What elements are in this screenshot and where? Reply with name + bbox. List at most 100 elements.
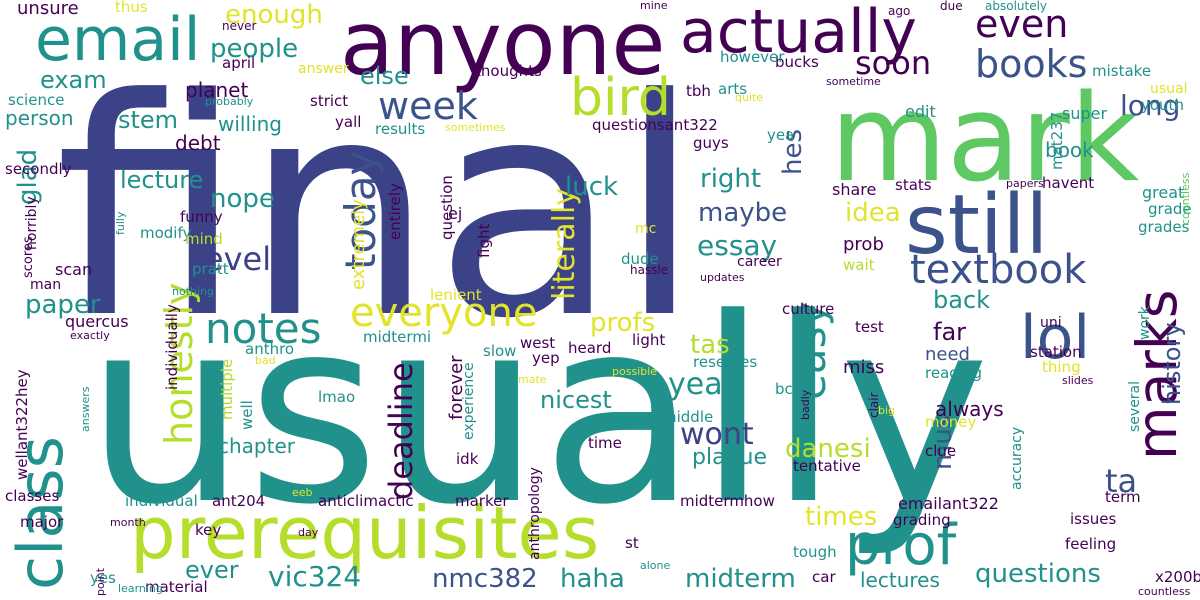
cloud-word: wait bbox=[843, 256, 875, 274]
cloud-word: lecture bbox=[120, 166, 204, 194]
cloud-word: clair bbox=[867, 392, 881, 418]
cloud-word: questions bbox=[975, 559, 1101, 589]
cloud-word: level bbox=[195, 240, 272, 278]
cloud-word: super bbox=[1062, 104, 1108, 123]
cloud-word: prob bbox=[843, 234, 884, 255]
cloud-word: idea bbox=[845, 198, 901, 228]
cloud-word: papers bbox=[1006, 177, 1044, 190]
cloud-word: never bbox=[222, 19, 257, 33]
cloud-word: station bbox=[1030, 343, 1082, 361]
cloud-word: time bbox=[588, 434, 622, 452]
cloud-word: danesi bbox=[785, 434, 871, 464]
cloud-word: haha bbox=[560, 564, 625, 594]
cloud-word: miss bbox=[843, 357, 885, 378]
cloud-word: prof bbox=[845, 513, 957, 578]
cloud-word: lmao bbox=[318, 388, 356, 406]
cloud-word: sometimes bbox=[445, 121, 506, 134]
cloud-word: yes bbox=[90, 569, 116, 587]
cloud-word: bucks bbox=[775, 53, 819, 71]
cloud-word: probably bbox=[205, 95, 254, 108]
cloud-word: else bbox=[360, 62, 409, 90]
cloud-word: issues bbox=[1070, 510, 1117, 528]
cloud-word: anthropology bbox=[527, 467, 543, 560]
cloud-word: mind bbox=[185, 230, 223, 248]
cloud-word: luck bbox=[565, 172, 619, 202]
cloud-word: multiple bbox=[218, 358, 236, 420]
cloud-word: slides bbox=[1062, 374, 1094, 387]
cloud-word: exactly bbox=[70, 329, 110, 342]
cloud-word: marker bbox=[455, 492, 509, 510]
cloud-word: point bbox=[94, 567, 107, 596]
cloud-word: answer bbox=[298, 61, 349, 77]
cloud-word: tbh bbox=[686, 82, 711, 100]
cloud-word: enough bbox=[225, 0, 323, 30]
cloud-word: heard bbox=[568, 339, 612, 357]
cloud-word: test bbox=[855, 318, 884, 336]
cloud-word: term bbox=[1105, 488, 1141, 506]
cloud-word: plague bbox=[692, 445, 768, 470]
cloud-word: countless bbox=[1138, 585, 1191, 598]
cloud-word: usually bbox=[85, 264, 990, 561]
cloud-word: middle bbox=[662, 408, 714, 426]
cloud-word: midterm bbox=[685, 564, 796, 594]
cloud-word: nmc382 bbox=[432, 564, 538, 594]
cloud-word: strict bbox=[310, 92, 349, 110]
cloud-word: always bbox=[935, 397, 1004, 421]
cloud-word: yep bbox=[532, 349, 560, 367]
cloud-word: uni bbox=[1040, 315, 1062, 331]
cloud-word: car bbox=[812, 568, 836, 586]
cloud-word: right bbox=[700, 164, 762, 194]
cloud-word: fight bbox=[475, 223, 493, 258]
cloud-word: vic324 bbox=[268, 560, 362, 593]
cloud-word: debt bbox=[175, 131, 221, 155]
cloud-word: reserves bbox=[693, 353, 758, 371]
cloud-word: culture bbox=[782, 300, 835, 318]
cloud-word: man bbox=[30, 277, 62, 293]
cloud-word: actually bbox=[680, 0, 917, 67]
cloud-word: funny bbox=[180, 208, 223, 226]
cloud-word: several bbox=[1127, 380, 1143, 432]
cloud-word: reading bbox=[925, 364, 982, 382]
cloud-word: secondly bbox=[5, 160, 72, 178]
cloud-word: share bbox=[832, 180, 877, 199]
cloud-word: key bbox=[195, 521, 222, 539]
cloud-word: stats bbox=[895, 176, 932, 194]
cloud-word: stem bbox=[118, 106, 179, 134]
cloud-word: lenient bbox=[430, 286, 482, 304]
cloud-word: mc bbox=[635, 221, 657, 237]
cloud-word: profs bbox=[590, 308, 656, 338]
cloud-word: entirely bbox=[386, 183, 404, 240]
cloud-word: learning bbox=[118, 582, 163, 595]
cloud-word: final bbox=[55, 35, 702, 384]
cloud-word: person bbox=[5, 106, 74, 130]
cloud-word: email bbox=[35, 5, 201, 75]
cloud-word: chapter bbox=[218, 434, 295, 458]
cloud-word: west bbox=[520, 334, 556, 352]
cloud-word: nicest bbox=[540, 386, 612, 414]
cloud-word: midtermhow bbox=[680, 492, 775, 510]
cloud-word: nothing bbox=[172, 285, 214, 298]
cloud-word: work bbox=[1137, 306, 1153, 340]
cloud-word: dude bbox=[621, 250, 659, 268]
cloud-word: grading bbox=[893, 511, 951, 529]
cloud-word: still bbox=[905, 178, 1049, 273]
cloud-word: wont bbox=[680, 417, 754, 452]
cloud-word: major bbox=[20, 513, 64, 531]
cloud-word: people bbox=[210, 34, 299, 64]
cloud-word: everyone bbox=[350, 290, 538, 336]
cloud-word: guys bbox=[693, 134, 729, 152]
cloud-word: tough bbox=[793, 543, 837, 561]
cloud-word: lectures bbox=[860, 568, 940, 592]
cloud-word: notes bbox=[205, 304, 322, 353]
cloud-word: ant204 bbox=[212, 492, 266, 510]
cloud-word: havent bbox=[1042, 174, 1095, 192]
cloud-word: light bbox=[632, 331, 666, 349]
cloud-word: mistake bbox=[1092, 62, 1152, 80]
cloud-word: material bbox=[145, 578, 208, 596]
cloud-word: edit bbox=[905, 102, 936, 121]
cloud-word: anyone bbox=[340, 0, 666, 95]
cloud-word: questionsant322 bbox=[592, 116, 718, 134]
cloud-word: scores bbox=[21, 236, 36, 278]
cloud-word: arts bbox=[718, 80, 748, 98]
cloud-word: week bbox=[378, 84, 478, 128]
